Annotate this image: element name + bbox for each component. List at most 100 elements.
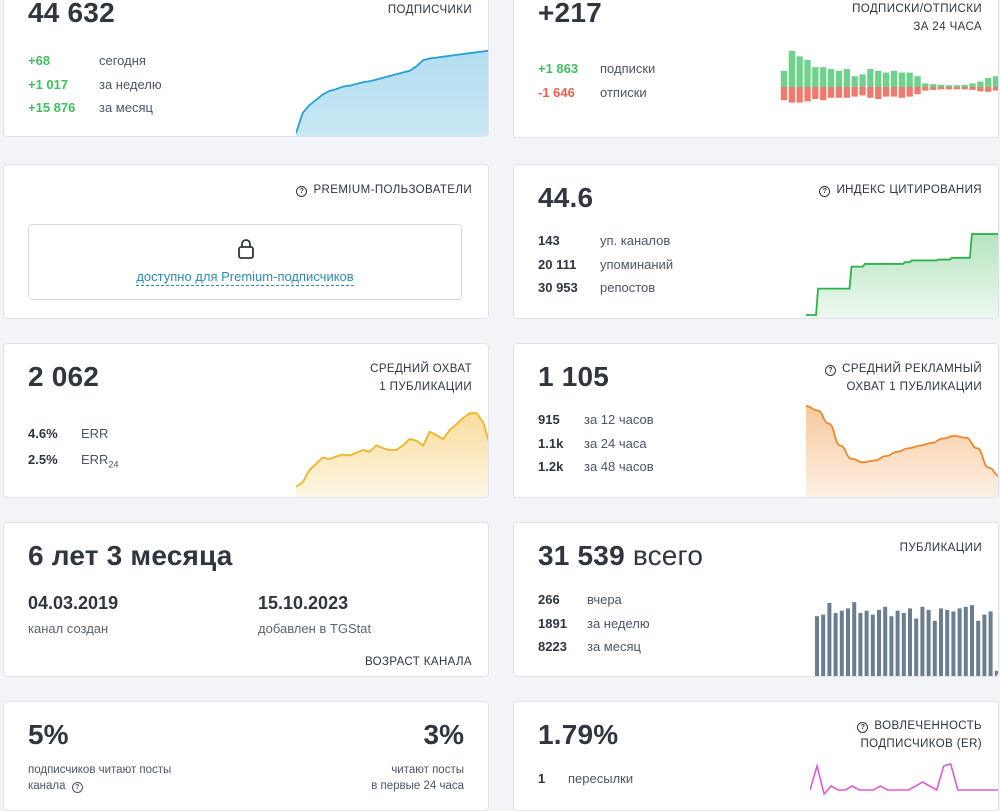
subscriptions-stat: +1 863 подписки — [538, 61, 656, 76]
publications-bar — [858, 613, 863, 676]
sub-unsub-card[interactable]: +217 ПОДПИСКИ/ОТПИСКИ ЗА 24 ЧАСА +1 863 … — [513, 0, 999, 138]
chart-area-fill — [296, 50, 488, 136]
err-stat: 4.6% ERR — [28, 426, 109, 441]
engagement-rate: 1.79% — [538, 719, 619, 750]
unsubscriptions-bar — [796, 87, 803, 103]
publications-card[interactable]: 31 539 всего ПУБЛИКАЦИИ 266 вчера 1891 з… — [513, 522, 999, 677]
chart-area-fill — [806, 406, 998, 497]
unsubscriptions-bar — [804, 87, 811, 102]
unsubscriptions-bar — [882, 87, 890, 97]
publications-bar — [914, 618, 919, 676]
ad-reach-card[interactable]: 1 105 ? СРЕДНИЙ РЕКЛАМНЫЙ ОХВАТ 1 ПУБЛИКА… — [513, 343, 999, 498]
subscriptions-bar — [812, 67, 819, 87]
sub-unsub-net: +217 — [538, 0, 602, 28]
premium-label: ? PREMIUM-ПОЛЬЗОВАТЕЛИ — [296, 181, 472, 199]
subscriptions-bar — [930, 84, 937, 87]
publications-bar — [827, 602, 832, 676]
unsubscriptions-bar — [875, 87, 882, 99]
chart-line — [806, 233, 998, 316]
read-share-total: 5% — [28, 719, 69, 750]
sub-unsub-chart — [780, 51, 998, 103]
publications-bar — [883, 606, 888, 676]
unsubscriptions-bar — [930, 87, 937, 90]
created-text: канал создан — [28, 621, 109, 636]
publications-bar — [994, 670, 998, 676]
age-label: ВОЗРАСТ КАНАЛА — [364, 656, 472, 668]
subscribers-card[interactable]: 44 632 ПОДПИСЧИКИ +68 сегодня +1 017 за … — [3, 0, 489, 137]
publications-bar — [877, 609, 881, 676]
created-date: 04.03.2019 — [28, 593, 119, 613]
read-share-card[interactable]: 5% подписчиков читают посты канала ? 3% … — [3, 701, 489, 811]
engagement-card[interactable]: 1.79% ? ВОВЛЕЧЕННОСТЬ ПОДПИСЧИКОВ (ER) 1 … — [513, 701, 999, 811]
subscriptions-bar — [875, 70, 882, 87]
subscriptions-bar — [922, 83, 929, 87]
ad-reach-value: 1 105 — [538, 361, 610, 392]
publications-bar — [963, 606, 968, 676]
unsubscriptions-bar — [985, 87, 992, 92]
citation-index: 44.6 — [538, 182, 594, 213]
publications-bar — [926, 609, 931, 676]
unsubscriptions-bar — [937, 87, 945, 90]
premium-card[interactable]: ? PREMIUM-ПОЛЬЗОВАТЕЛИ доступно для Premi… — [3, 164, 489, 319]
chart-line — [296, 412, 488, 488]
question-icon[interactable]: ? — [296, 186, 308, 197]
subscriptions-bar — [820, 67, 827, 87]
subscriptions-bar — [804, 60, 811, 87]
subscriptions-bar — [992, 76, 998, 87]
unsubscriptions-bar — [992, 87, 998, 91]
publications-bar — [895, 610, 900, 676]
subscriptions-bar — [961, 84, 968, 87]
citation-reposts: 30 953 репостов — [538, 280, 656, 295]
publications-bar — [833, 613, 838, 676]
publications-bar — [988, 611, 993, 676]
publications-bar — [932, 620, 937, 676]
question-icon[interactable]: ? — [819, 186, 831, 197]
ad-reach-label: ? СРЕДНИЙ РЕКЛАМНЫЙ ОХВАТ 1 ПУБЛИКАЦИИ — [825, 360, 982, 396]
unsubscriptions-bar — [906, 87, 913, 97]
publications-bar — [957, 608, 962, 676]
publications-bar — [945, 609, 950, 676]
citation-label: ? ИНДЕКС ЦИТИРОВАНИЯ — [819, 181, 982, 199]
unsubscriptions-bar — [835, 87, 843, 98]
unsubscriptions-bar — [780, 87, 788, 101]
publications-bar — [852, 602, 857, 676]
unsubscriptions-bar — [859, 87, 866, 96]
unsubscriptions-bar — [890, 87, 898, 97]
publications-yesterday: 266 вчера — [538, 592, 622, 607]
unsubscriptions-bar — [867, 87, 874, 98]
age-card[interactable]: 6 лет 3 месяца 04.03.2019 канал создан 1… — [3, 522, 489, 677]
unsubscriptions-bar — [977, 87, 984, 92]
publications-bar — [970, 605, 974, 676]
publications-week: 1891 за неделю — [538, 616, 650, 631]
unsubscriptions-bar — [969, 87, 976, 90]
citation-card[interactable]: 44.6 ? ИНДЕКС ЦИТИРОВАНИЯ 143 уп. каналов… — [513, 164, 999, 319]
subscriptions-bar — [985, 78, 992, 87]
subscriptions-bar — [890, 70, 898, 87]
subscribers-chart — [296, 49, 488, 136]
reach-card[interactable]: 2 062 СРЕДНИЙ ОХВАТ 1 ПУБЛИКАЦИИ 4.6% ER… — [3, 343, 489, 498]
publications-bar — [901, 613, 906, 676]
subscriptions-bar — [882, 72, 890, 87]
chart-area-fill — [806, 234, 998, 318]
read-share-24h: 3% — [423, 719, 464, 750]
subscribers-month: +15 876 за месяц — [28, 100, 153, 115]
premium-link[interactable]: доступно для Premium-подписчиков — [136, 269, 354, 286]
publications-month: 8223 за месяц — [538, 639, 641, 654]
subscribers-label: ПОДПИСЧИКИ — [387, 4, 472, 16]
lock-icon — [238, 239, 254, 259]
publications-bar — [951, 611, 956, 676]
subscriptions-bar — [851, 76, 858, 87]
unsubscriptions-stat: -1 646 отписки — [538, 85, 647, 100]
question-icon[interactable]: ? — [857, 722, 869, 733]
chart-line — [296, 49, 488, 134]
added-date: 15.10.2023 — [258, 593, 349, 613]
question-icon[interactable]: ? — [825, 365, 837, 376]
chart-area-fill — [296, 413, 488, 497]
engagement-forwards: 1 пересылки — [538, 771, 634, 786]
question-icon[interactable]: ? — [71, 782, 83, 793]
subscriptions-bar — [953, 85, 960, 87]
subscriptions-bar — [835, 70, 843, 87]
premium-lock-box[interactable]: доступно для Premium-подписчиков — [28, 224, 462, 300]
unsubscriptions-bar — [914, 87, 921, 95]
unsubscriptions-bar — [851, 87, 858, 97]
